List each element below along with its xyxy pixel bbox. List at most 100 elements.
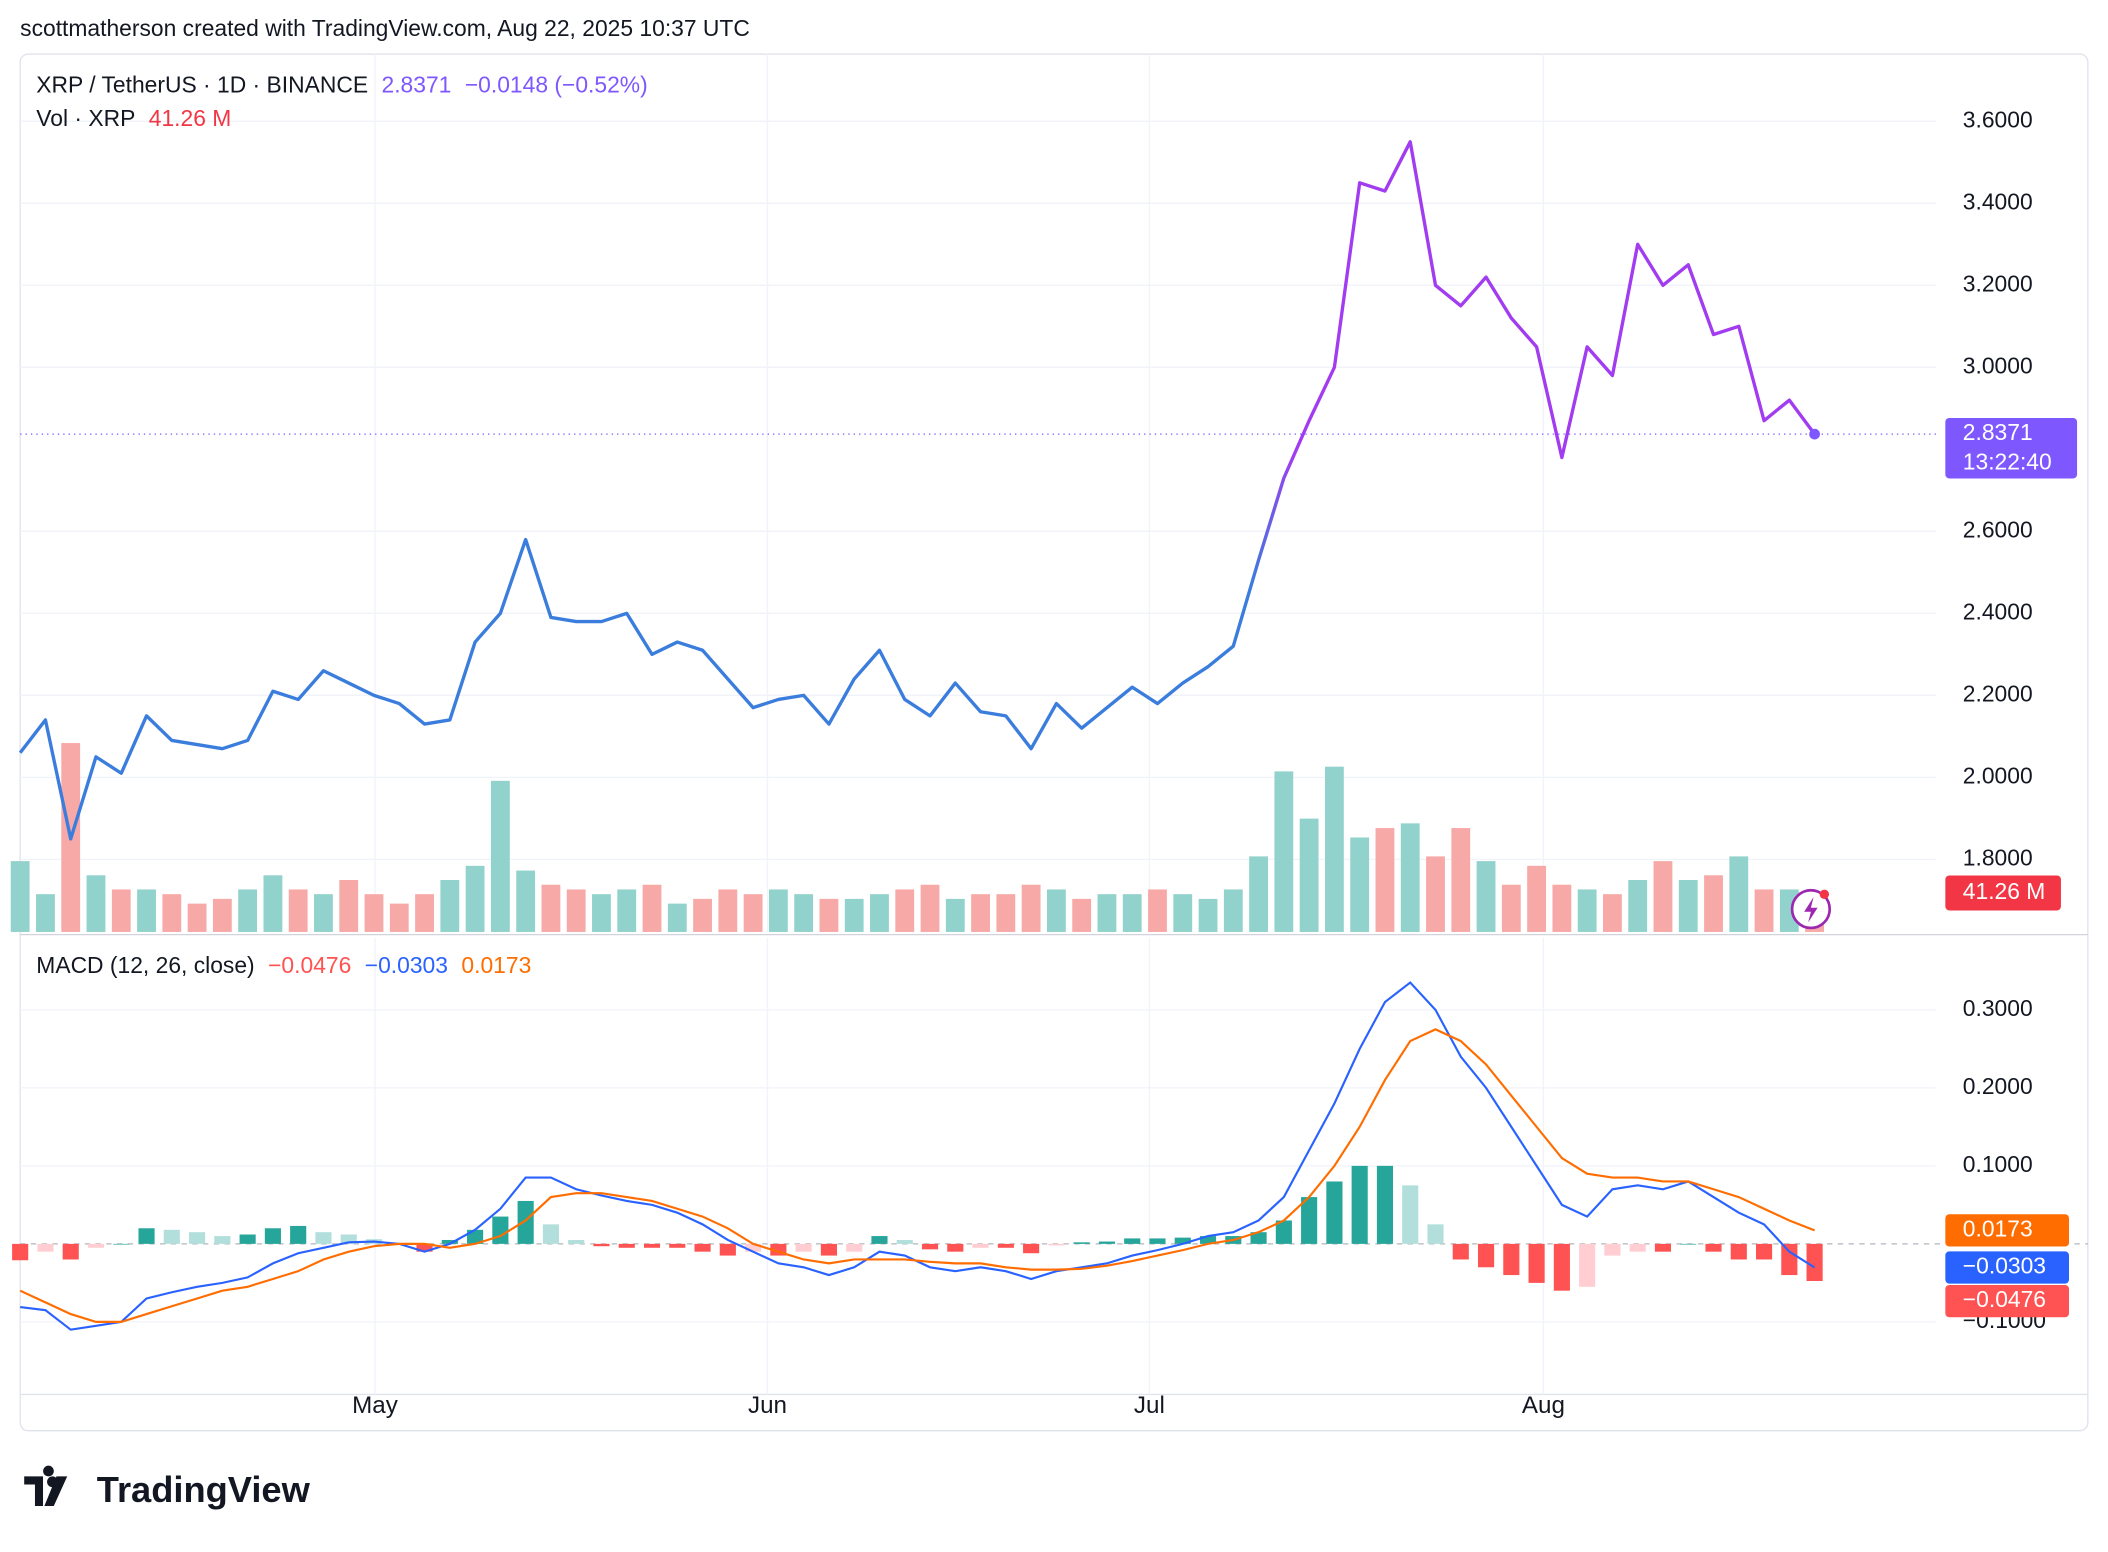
histogram-bar bbox=[12, 1243, 29, 1261]
legend-title: XRP / TetherUS · 1D · BINANCE 2.8371 −0.01… bbox=[36, 71, 647, 97]
histogram-bar bbox=[1174, 1237, 1191, 1244]
volume-bar bbox=[1072, 898, 1092, 932]
histogram-bar bbox=[795, 1243, 812, 1252]
legend-volume-name: Vol · XRP bbox=[36, 105, 135, 131]
volume-bar bbox=[1552, 884, 1572, 932]
countdown: 13:22:40 bbox=[1963, 449, 2052, 475]
histogram-bar bbox=[846, 1243, 863, 1252]
macd-histogram bbox=[12, 1165, 1823, 1291]
y-tick-label: 3.4000 bbox=[1963, 188, 2033, 214]
x-tick-label: Aug bbox=[1522, 1392, 1565, 1419]
volume-bar bbox=[1097, 894, 1117, 932]
histogram-bar bbox=[820, 1243, 837, 1256]
histogram-bar bbox=[593, 1243, 610, 1247]
y-tick-label: 3.0000 bbox=[1963, 352, 2033, 378]
histogram-bar bbox=[1023, 1243, 1040, 1254]
histogram-bar bbox=[1604, 1243, 1621, 1256]
legend-volume: Vol · XRP 41.26 M bbox=[36, 105, 231, 131]
histogram-bar bbox=[997, 1243, 1014, 1248]
legend-macd-title: MACD (12, 26, close) bbox=[36, 952, 254, 978]
macd-label-box bbox=[1945, 1284, 2070, 1318]
histogram-bar bbox=[492, 1216, 509, 1244]
alert-dot bbox=[1819, 889, 1830, 900]
volume-bar bbox=[162, 894, 182, 932]
y-tick-label: 0.2000 bbox=[1963, 1073, 2033, 1099]
volume-bar bbox=[1299, 818, 1319, 932]
histogram-bar bbox=[1528, 1243, 1545, 1283]
y-tick-label: 2.6000 bbox=[1963, 516, 2033, 542]
histogram-bar bbox=[441, 1239, 458, 1244]
volume-bar bbox=[971, 894, 990, 932]
volume-bar bbox=[238, 889, 258, 932]
y-tick-label: 2.4000 bbox=[1963, 598, 2033, 624]
histogram-bar bbox=[264, 1228, 281, 1244]
volume-bar bbox=[1148, 889, 1167, 932]
histogram-bar bbox=[618, 1243, 635, 1248]
histogram-bar bbox=[1376, 1165, 1394, 1244]
volume-bar bbox=[794, 894, 814, 932]
volume-bar bbox=[1577, 889, 1597, 932]
histogram-bar bbox=[87, 1243, 105, 1248]
histogram-bar bbox=[745, 1243, 762, 1252]
y-tick-label: 3.6000 bbox=[1963, 106, 2033, 132]
volume-bar bbox=[1249, 856, 1268, 932]
histogram-bar bbox=[972, 1243, 989, 1248]
histogram-bar bbox=[1427, 1224, 1444, 1244]
y-tick-label: 2.0000 bbox=[1963, 762, 2033, 788]
legend-hist: −0.0476 bbox=[268, 952, 351, 978]
histogram-bar bbox=[138, 1228, 155, 1244]
lines bbox=[18, 140, 1936, 1331]
histogram-bar bbox=[921, 1243, 939, 1250]
histogram-bar bbox=[694, 1243, 711, 1252]
legend-change: −0.0148 (−0.52%) bbox=[465, 71, 648, 97]
volume-bar bbox=[996, 894, 1016, 932]
logo-icon bbox=[24, 1465, 68, 1507]
volume-bar bbox=[819, 898, 839, 932]
histogram-bar bbox=[1250, 1232, 1267, 1244]
volume-bar bbox=[844, 898, 864, 932]
histogram-bar bbox=[1402, 1185, 1419, 1244]
volume-bar bbox=[693, 898, 712, 932]
volume-bar bbox=[541, 884, 561, 932]
histogram-bar bbox=[1326, 1181, 1343, 1244]
histogram-bar bbox=[1579, 1243, 1596, 1287]
grid bbox=[20, 54, 2088, 1395]
histogram-bar bbox=[643, 1243, 661, 1248]
volume-bar bbox=[364, 894, 384, 932]
legend-volume-value: 41.26 M bbox=[149, 105, 232, 131]
last-price-dot bbox=[1809, 428, 1820, 440]
volume-bar bbox=[1198, 898, 1218, 932]
volume-bar bbox=[288, 889, 308, 932]
volume-bar bbox=[1451, 828, 1471, 932]
volume-bar bbox=[1046, 889, 1066, 932]
attribution: scottmatherson created with TradingView.… bbox=[20, 15, 750, 41]
histogram-bar bbox=[1806, 1243, 1823, 1282]
histogram-bar bbox=[1275, 1220, 1292, 1244]
legend-symbol: XRP / TetherUS · 1D · BINANCE bbox=[36, 71, 368, 97]
alert-bolt bbox=[1804, 896, 1818, 923]
histogram-bar bbox=[669, 1243, 686, 1248]
volume-bar bbox=[339, 880, 359, 932]
histogram-bar bbox=[517, 1200, 534, 1244]
volume-bar bbox=[1021, 884, 1041, 932]
volume-bar bbox=[314, 894, 333, 932]
volume-bar bbox=[389, 903, 409, 932]
legend-macd-value: −0.0303 bbox=[365, 952, 448, 978]
legend-signal-value: 0.0173 bbox=[461, 952, 531, 978]
volume-bar bbox=[1501, 884, 1521, 932]
volume-bar bbox=[465, 865, 485, 932]
macd-line bbox=[20, 981, 1816, 1331]
histogram-bar bbox=[1098, 1241, 1116, 1244]
price-label: 2.8371 bbox=[1963, 419, 2033, 445]
histogram-bar bbox=[1073, 1242, 1090, 1244]
volume-bars bbox=[10, 743, 1825, 932]
histogram-bar bbox=[1048, 1243, 1065, 1246]
histogram-bar bbox=[1553, 1243, 1570, 1291]
volume-bar bbox=[566, 889, 586, 932]
y-tick-label: 3.2000 bbox=[1963, 270, 2033, 296]
macd-label-box bbox=[1945, 1251, 2070, 1284]
volume-bar bbox=[10, 861, 30, 932]
histogram-bar bbox=[189, 1232, 206, 1244]
volume-bar bbox=[920, 884, 940, 932]
